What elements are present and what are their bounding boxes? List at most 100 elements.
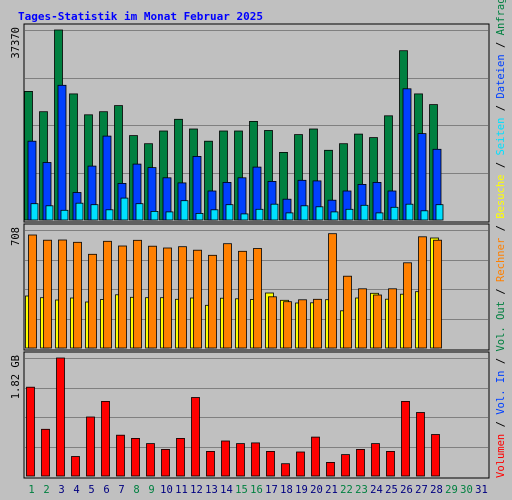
bar-seiten-day-7 [120,197,129,221]
bar-volumen-day-17 [266,450,275,477]
bar-volumen-day-23 [356,448,365,477]
legend-entry: Besuche [495,174,507,218]
bar-rechner-day-28 [433,239,442,349]
bar-volumen-day-19 [296,451,305,477]
bar-dateien-day-3 [57,84,67,221]
panel-visits-max-label: 708 [10,227,22,246]
bar-rechner-day-21 [328,233,337,349]
bar-rechner-day-13 [208,254,217,349]
bar-volumen-day-22 [341,454,350,477]
bar-rechner-day-17 [268,296,277,349]
x-tick-label: 11 [175,484,188,496]
bar-volumen-day-11 [176,437,185,477]
legend-entry: / [495,156,507,175]
x-tick-label: 8 [133,484,139,496]
panel-visits: 708 [10,223,490,351]
x-tick-label: 30 [460,484,473,496]
bar-rechner-day-7 [118,245,127,349]
bar-seiten-day-15 [240,213,249,221]
bar-seiten-day-24 [375,212,384,221]
x-tick-label: 13 [205,484,218,496]
legend-entry: Vol. Out [495,301,507,352]
bar-rechner-day-8 [133,239,142,349]
bar-rechner-day-27 [418,236,427,349]
bar-seiten-day-21 [330,211,339,221]
x-tick-label: 14 [220,484,233,496]
bar-volumen-day-6 [101,400,110,477]
legend-entry: / [495,99,507,118]
legend-entry: Seiten [495,118,507,156]
x-tick-label: 1 [28,484,34,496]
x-tick-label: 25 [385,484,398,496]
bar-volumen-day-25 [386,450,395,477]
bar-volumen-day-20 [311,436,320,477]
bar-volumen-day-14 [221,440,230,477]
x-tick-label: 19 [295,484,308,496]
panel-volume-max-label: 1.82 GB [10,355,22,399]
bar-seiten-day-10 [165,211,174,221]
bar-seiten-day-13 [210,209,219,221]
x-tick-label: 17 [265,484,278,496]
x-tick-label: 4 [73,484,79,496]
bar-volumen-day-26 [401,400,410,477]
x-tick-label: 28 [430,484,443,496]
bar-rechner-day-11 [178,246,187,349]
legend-entry: Rechner [495,238,507,282]
bar-rechner-day-23 [358,288,367,349]
x-tick-label: 31 [475,484,488,496]
x-tick-label: 22 [340,484,353,496]
bar-volumen-day-8 [131,437,140,477]
bar-rechner-day-1 [28,234,37,349]
bar-seiten-day-16 [255,208,264,221]
bar-rechner-day-9 [148,245,157,349]
legend-entry: / [495,282,507,301]
bar-dateien-day-27 [417,133,427,221]
bar-volumen-day-28 [431,434,440,477]
bar-dateien-day-26 [402,88,412,221]
bar-seiten-day-5 [90,204,99,221]
bar-rechner-day-15 [238,250,247,349]
bar-seiten-day-3 [60,209,69,221]
x-tick-label: 29 [445,484,458,496]
bar-rechner-day-14 [223,243,232,349]
bar-seiten-day-22 [345,208,354,221]
x-tick-label: 3 [58,484,64,496]
x-tick-label: 9 [148,484,154,496]
bar-rechner-day-6 [103,240,112,349]
panel-volume: 1.82 GB [10,351,490,479]
bar-rechner-day-22 [343,275,352,349]
bar-rechner-day-25 [388,288,397,349]
bar-seiten-day-25 [390,206,399,221]
x-tick-label: 20 [310,484,323,496]
bar-volumen-day-10 [161,448,170,477]
bar-dateien-day-6 [102,135,112,221]
bar-seiten-day-26 [405,203,414,221]
legend-entry: Dateien [495,54,507,98]
bar-volumen-day-15 [236,443,245,477]
bar-volumen-day-2 [41,428,50,477]
bar-seiten-day-17 [270,203,279,221]
bar-volumen-day-3 [56,357,65,477]
x-tick-label: 26 [400,484,413,496]
bar-rechner-day-24 [373,294,382,349]
x-tick-label: 15 [235,484,248,496]
bar-seiten-day-9 [150,210,159,221]
bar-seiten-day-6 [105,209,114,221]
bar-volumen-day-16 [251,442,260,477]
legend-entry: Volumen [495,434,507,478]
bar-rechner-day-18 [283,301,292,349]
bar-seiten-day-1 [30,203,39,221]
x-tick-label: 23 [355,484,368,496]
x-tick-label: 27 [415,484,428,496]
bar-volumen-day-21 [326,461,335,477]
panel-requests: 37370 [10,23,490,223]
bar-rechner-day-10 [163,247,172,349]
bar-rechner-day-4 [73,241,82,349]
bar-volumen-day-9 [146,443,155,477]
legend-entry: Vol. In [495,371,507,415]
bar-rechner-day-19 [298,299,307,349]
legend-entry: / [495,352,507,371]
bar-rechner-day-12 [193,249,202,349]
bar-volumen-day-4 [71,456,80,477]
